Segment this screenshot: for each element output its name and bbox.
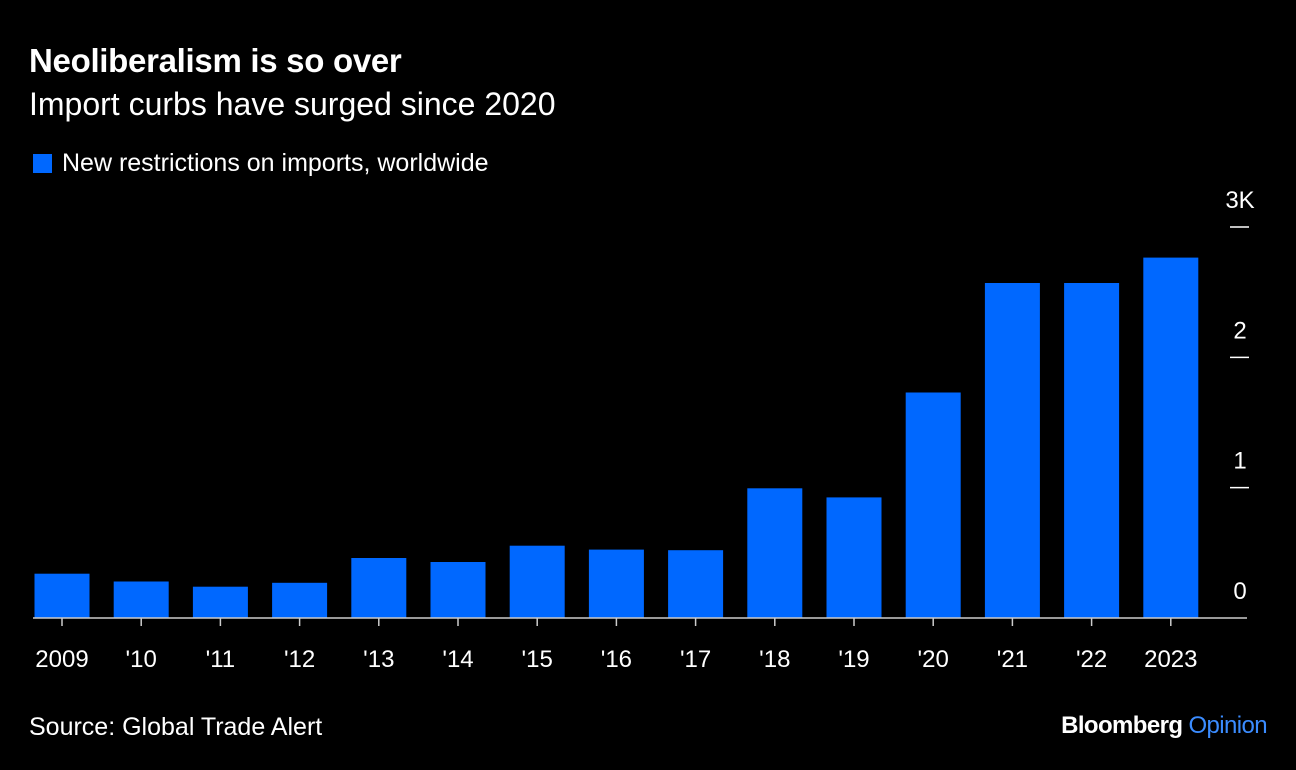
x-tick-label-5: '14 — [442, 646, 473, 673]
bar-10 — [826, 497, 882, 618]
bar-6 — [509, 545, 565, 618]
bars-layer — [34, 257, 1199, 618]
brand-secondary: Opinion — [1188, 712, 1267, 739]
source-note: Source: Global Trade Alert — [29, 713, 323, 741]
x-tick-label-14: 2023 — [1144, 646, 1197, 673]
x-tick-label-8: '17 — [680, 646, 711, 673]
x-tick-label-1: '10 — [126, 646, 157, 673]
y-tick-label-3: 3K — [1225, 187, 1254, 214]
x-tick-label-2: '11 — [206, 646, 236, 673]
x-tick-label-10: '19 — [838, 646, 869, 673]
x-tick-label-7: '16 — [601, 646, 632, 673]
bar-2 — [192, 586, 248, 618]
chart-legend: New restrictions on imports, worldwide — [33, 149, 489, 178]
bar-8 — [668, 550, 724, 618]
bar-5 — [430, 562, 486, 618]
x-tick-label-11: '20 — [918, 646, 949, 673]
brand-logo: Bloomberg Opinion — [1061, 712, 1267, 740]
x-tick-label-9: '18 — [759, 646, 790, 673]
x-tick-label-12: '21 — [997, 646, 1028, 673]
y-tick-label-1: 1 — [1233, 448, 1246, 475]
bar-9 — [747, 488, 803, 618]
y-tick-label-2: 2 — [1233, 317, 1246, 344]
legend-swatch — [33, 154, 52, 173]
x-tick-label-13: '22 — [1076, 646, 1107, 673]
bar-0 — [34, 573, 90, 618]
chart-title: Neoliberalism is so over — [29, 42, 402, 79]
x-tick-label-3: '12 — [284, 646, 315, 673]
brand-primary: Bloomberg — [1061, 712, 1183, 739]
axis-layer: 2009 '10 '11 '12 '13 '14 '15 '16 '17 '18 '19 '20 '21… — [33, 187, 1255, 673]
bar-12 — [984, 283, 1040, 618]
y-tick-label-0: 0 — [1233, 578, 1246, 605]
bar-11 — [905, 392, 961, 618]
bar-13 — [1064, 283, 1120, 618]
x-tick-label-6: '15 — [522, 646, 553, 673]
chart-subtitle: Import curbs have surged since 2020 — [29, 86, 556, 122]
bar-1 — [113, 581, 169, 618]
bar-14 — [1143, 257, 1199, 618]
legend-label: New restrictions on imports, worldwide — [62, 149, 489, 177]
x-tick-label-4: '13 — [363, 646, 394, 673]
bar-3 — [272, 582, 328, 618]
bar-4 — [351, 558, 407, 618]
x-tick-label-0: 2009 — [35, 646, 88, 673]
bar-7 — [588, 549, 644, 618]
